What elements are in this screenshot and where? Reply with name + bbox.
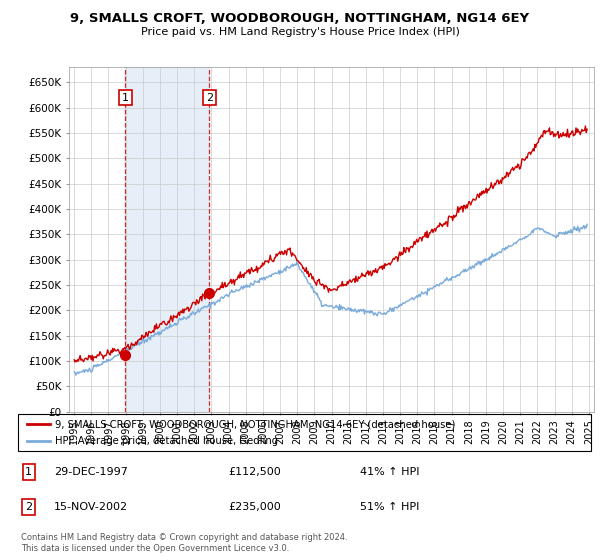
Text: 9, SMALLS CROFT, WOODBOROUGH, NOTTINGHAM, NG14 6EY (detached house): 9, SMALLS CROFT, WOODBOROUGH, NOTTINGHAM… — [55, 419, 455, 429]
Text: £235,000: £235,000 — [228, 502, 281, 512]
Text: HPI: Average price, detached house, Gedling: HPI: Average price, detached house, Gedl… — [55, 436, 278, 446]
Text: 29-DEC-1997: 29-DEC-1997 — [54, 467, 128, 477]
Text: Contains HM Land Registry data © Crown copyright and database right 2024.
This d: Contains HM Land Registry data © Crown c… — [21, 533, 347, 553]
Text: 51% ↑ HPI: 51% ↑ HPI — [360, 502, 419, 512]
Text: 15-NOV-2002: 15-NOV-2002 — [54, 502, 128, 512]
Text: 1: 1 — [25, 467, 32, 477]
Text: 2: 2 — [25, 502, 32, 512]
Text: 41% ↑ HPI: 41% ↑ HPI — [360, 467, 419, 477]
Text: 1: 1 — [122, 92, 129, 102]
Text: 9, SMALLS CROFT, WOODBOROUGH, NOTTINGHAM, NG14 6EY: 9, SMALLS CROFT, WOODBOROUGH, NOTTINGHAM… — [70, 12, 530, 25]
Text: Price paid vs. HM Land Registry's House Price Index (HPI): Price paid vs. HM Land Registry's House … — [140, 27, 460, 37]
Bar — [125, 67, 209, 412]
Text: £112,500: £112,500 — [228, 467, 281, 477]
Text: 2: 2 — [206, 92, 213, 102]
